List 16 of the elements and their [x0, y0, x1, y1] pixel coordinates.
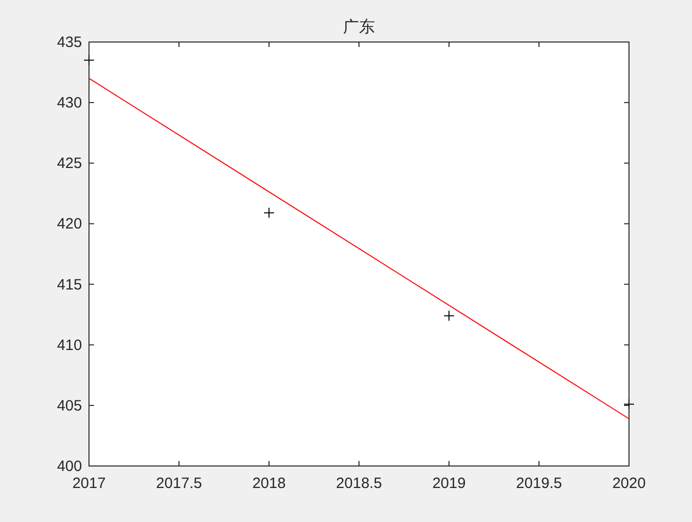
y-tick-label: 420	[56, 216, 82, 233]
x-tick-label: 2019	[432, 475, 466, 492]
x-tick-label: 2018.5	[336, 475, 382, 492]
x-tick-label: 2020	[612, 475, 646, 492]
y-tick-label: 405	[56, 397, 82, 414]
x-tick-label: 2017.5	[156, 475, 202, 492]
y-tick-label: 400	[56, 458, 82, 475]
y-tick-label: 415	[56, 276, 82, 294]
y-tick-label: 410	[56, 336, 82, 354]
x-tick-label: 2017	[72, 475, 106, 492]
y-tick-label: 430	[56, 94, 82, 112]
x-tick-label: 2018	[252, 475, 286, 492]
chart-title: 广东	[343, 18, 375, 36]
y-tick-label: 425	[56, 155, 82, 172]
y-tick-label: 435	[56, 34, 82, 51]
x-tick-label: 2019.5	[516, 475, 562, 492]
